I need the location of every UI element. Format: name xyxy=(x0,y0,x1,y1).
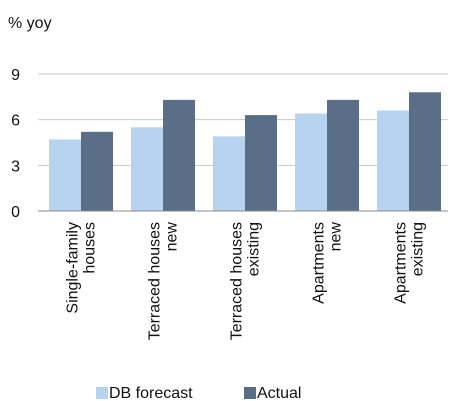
x-tick-label: new xyxy=(328,222,345,252)
x-label-group: Terraced houses new xyxy=(147,222,181,341)
x-label-group: Apartments new xyxy=(311,222,345,304)
x-label-group: Apartments existing xyxy=(393,222,427,304)
legend-label-0: DB forecast xyxy=(109,385,193,401)
bar-actual-1 xyxy=(163,99,195,211)
bar-forecast-3 xyxy=(295,113,327,211)
x-tick-label: new xyxy=(164,222,181,252)
y-tick-label: 3 xyxy=(11,158,20,175)
x-label-group: Terraced houses existing xyxy=(229,222,263,340)
bar-actual-4 xyxy=(409,92,441,211)
bar-actual-2 xyxy=(245,115,277,211)
y-tick-label: 9 xyxy=(11,67,20,84)
bar-actual-0 xyxy=(81,131,113,211)
x-tick-label: Terraced houses xyxy=(147,222,164,340)
legend-swatch-0 xyxy=(96,387,108,399)
x-tick-label: Apartments xyxy=(393,222,410,304)
legend-swatch-1 xyxy=(244,387,256,399)
x-tick-label: existing xyxy=(246,222,263,276)
bar-forecast-0 xyxy=(49,139,81,211)
legend-label-1: Actual xyxy=(257,385,301,401)
x-tick-label: Single-family xyxy=(65,222,82,314)
x-tick-label: existing xyxy=(410,222,427,276)
x-tick-label: Terraced houses xyxy=(229,222,246,340)
y-axis-ticks: 0 3 6 9 xyxy=(11,67,20,221)
y-tick-label: 0 xyxy=(11,204,20,221)
y-unit-label: % yoy xyxy=(8,15,52,32)
bars xyxy=(49,92,441,211)
x-tick-label: Apartments xyxy=(311,222,328,304)
bar-forecast-2 xyxy=(213,136,245,211)
y-tick-label: 6 xyxy=(11,113,20,130)
x-tick-label: houses xyxy=(82,222,99,274)
x-label-group: Single-family houses xyxy=(65,222,99,314)
x-axis-labels: Single-family houses Terraced houses new Ter… xyxy=(65,222,427,341)
legend: DB forecast Actual xyxy=(96,385,301,401)
bar-forecast-1 xyxy=(131,127,163,211)
bar-actual-3 xyxy=(327,99,359,211)
bar-forecast-4 xyxy=(377,110,409,211)
